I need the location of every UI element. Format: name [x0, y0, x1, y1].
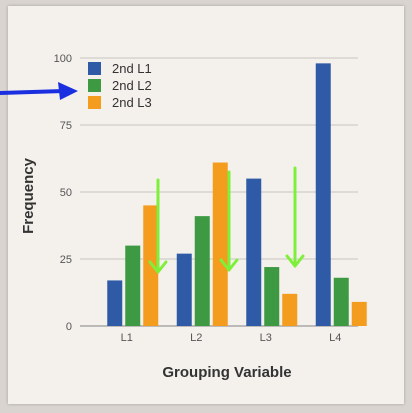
x-tick-label: L2	[190, 332, 202, 344]
bars	[107, 63, 367, 327]
annotations	[0, 82, 305, 274]
y-tick-labels: 0 25 50 75 100	[54, 53, 72, 333]
bar	[194, 216, 210, 326]
legend-swatch	[88, 79, 101, 92]
bar	[264, 267, 280, 326]
legend-label: 2nd L2	[112, 78, 152, 93]
x-tick-label: L1	[121, 332, 133, 344]
bar	[143, 205, 159, 326]
down-arrow-head	[219, 258, 239, 272]
legend-swatch	[88, 96, 101, 109]
chart-paper	[8, 6, 404, 404]
x-tick-labels: L1 L2 L3 L4	[121, 332, 342, 344]
legend-label: 2nd L3	[112, 95, 152, 110]
bar	[125, 245, 141, 326]
y-tick-label: 50	[60, 187, 72, 199]
legend-swatch	[88, 62, 101, 75]
x-axis-title: Grouping Variable	[162, 364, 291, 381]
bar	[176, 253, 192, 326]
legend-label: 2nd L1	[112, 61, 152, 76]
bar	[212, 162, 228, 326]
y-axis-title: Frequency	[20, 157, 37, 234]
y-tick-label: 75	[60, 120, 72, 132]
down-arrow-head	[148, 260, 168, 274]
x-tick-label: L4	[329, 332, 341, 344]
y-tick-label: 25	[60, 254, 72, 266]
bar	[315, 63, 331, 327]
down-arrow-head	[285, 254, 305, 268]
y-tick-label: 0	[66, 321, 72, 333]
bar	[333, 277, 349, 326]
pointer-arrow-head	[58, 82, 78, 100]
bar	[282, 293, 298, 326]
bar	[107, 280, 123, 326]
legend: 2nd L1 2nd L2 2nd L3	[88, 61, 152, 110]
pointer-arrow-shaft	[0, 89, 65, 95]
y-tick-label: 100	[54, 53, 72, 65]
bar	[351, 301, 367, 326]
x-tick-label: L3	[260, 332, 272, 344]
bar	[246, 178, 262, 326]
